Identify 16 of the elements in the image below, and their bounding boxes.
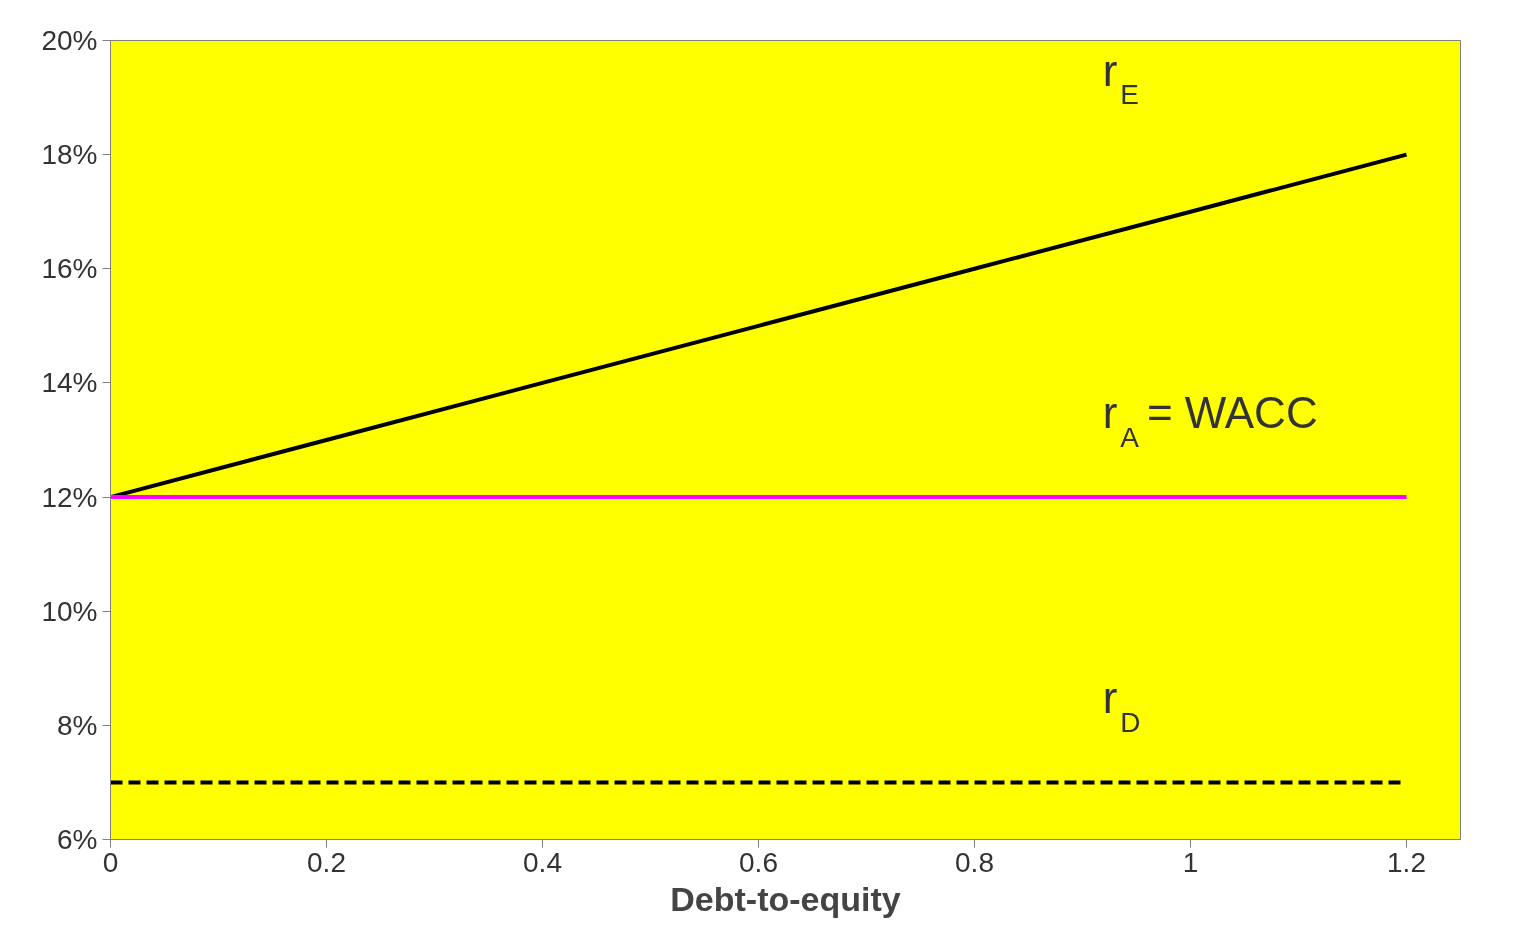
x-tick-label: 0.6 <box>739 846 778 878</box>
y-tick-label: 20% <box>41 25 98 56</box>
x-tick-label: 0 <box>102 846 119 878</box>
x-tick-label: 0.2 <box>307 846 346 878</box>
y-tick-label: 18% <box>41 139 98 171</box>
y-tick-label: 16% <box>41 253 98 285</box>
x-tick-label: 1.2 <box>1387 846 1426 878</box>
x-tick-label: 0.8 <box>955 846 994 878</box>
y-tick-label: 12% <box>41 481 98 513</box>
y-tick-label: 14% <box>41 367 98 399</box>
y-tick-label: 10% <box>41 595 98 627</box>
y-tick-label: 6% <box>57 824 98 855</box>
x-tick-label: 0.4 <box>523 846 562 878</box>
x-tick-label: 1 <box>1182 846 1199 878</box>
x-axis-title: Debt-to-equity <box>670 879 901 918</box>
y-tick-label: 8% <box>57 709 98 741</box>
